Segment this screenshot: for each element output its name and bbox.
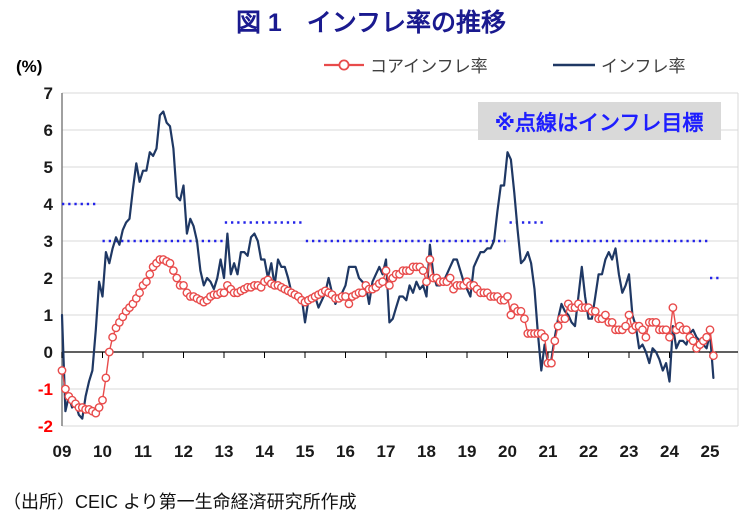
core-inflation-marker <box>553 321 563 331</box>
core-inflation-marker <box>607 317 617 327</box>
core-inflation-marker <box>705 325 715 335</box>
y-tick-label: 0 <box>44 343 53 362</box>
core-inflation-marker <box>624 310 634 320</box>
core-inflation-marker <box>709 351 718 361</box>
core-inflation-marker <box>378 277 387 287</box>
annotation-background <box>478 102 721 140</box>
legend-item-core: コアインフレ率 <box>324 57 488 76</box>
chart-title: 図 1 インフレ率の推移 <box>236 8 506 37</box>
source-note: （出所）CEIC より第一生命経済研究所作成 <box>3 492 357 512</box>
core-inflation-marker <box>357 288 367 298</box>
core-inflation-marker <box>560 314 570 324</box>
y-tick-label: 5 <box>44 158 53 177</box>
core-inflation-marker <box>381 266 391 275</box>
y-tick-label: 3 <box>44 232 53 251</box>
x-tick-label: 20 <box>498 442 517 461</box>
x-tick-label: 15 <box>296 442 315 461</box>
y-tick-label: 6 <box>44 121 53 140</box>
core-inflation-marker <box>516 306 526 316</box>
core-inflation-marker <box>425 255 435 264</box>
core-inflation-marker <box>135 288 145 298</box>
core-inflation-marker <box>104 347 114 357</box>
core-inflation-marker <box>621 321 630 331</box>
core-inflation-marker <box>590 306 600 316</box>
core-inflation-marker <box>445 273 455 283</box>
x-tick-label: 14 <box>255 442 274 461</box>
core-inflation-marker <box>384 280 394 290</box>
x-tick-label: 13 <box>215 442 234 461</box>
x-tick-label: 22 <box>579 442 598 461</box>
core-inflation-marker <box>141 277 151 287</box>
x-tick-label: 11 <box>134 442 152 461</box>
core-inflation-marker <box>165 258 175 268</box>
core-inflation-marker <box>418 266 428 275</box>
x-tick-label: 21 <box>539 442 558 461</box>
core-inflation-marker <box>520 314 529 324</box>
core-inflation-marker <box>57 366 67 375</box>
core-inflation-marker <box>101 373 111 383</box>
core-inflation-marker <box>601 310 610 320</box>
core-inflation-marker <box>172 273 182 283</box>
core-inflation-marker <box>506 310 516 320</box>
x-tick-label: 10 <box>93 442 112 461</box>
x-tick-label: 17 <box>377 442 396 461</box>
x-tick-label: 09 <box>53 442 72 461</box>
core-inflation-marker <box>422 277 431 287</box>
y-tick-label: 1 <box>44 306 53 325</box>
core-inflation-marker <box>168 266 178 275</box>
core-legend-label: コアインフレ率 <box>370 57 488 76</box>
core-inflation-marker <box>145 269 155 279</box>
core-inflation-marker <box>638 325 647 335</box>
core-inflation-marker <box>540 332 549 342</box>
core-inflation-marker <box>665 332 674 342</box>
y-tick-label: -2 <box>38 417 53 436</box>
core-inflation-marker <box>547 358 556 368</box>
y-tick-label: 7 <box>44 84 53 103</box>
core-inflation-marker <box>688 336 698 346</box>
core-inflation-marker <box>94 403 104 412</box>
legend-item-headline: インフレ率 <box>553 57 686 76</box>
core-inflation-marker <box>344 299 354 309</box>
headline-inflation-line <box>60 110 715 420</box>
y-tick-label: 4 <box>44 195 54 214</box>
core-inflation-marker <box>702 332 711 342</box>
x-tick-label: 18 <box>417 442 436 461</box>
legend: コアインフレ率 インフレ率 <box>324 57 686 76</box>
x-tick-label: 16 <box>336 442 355 461</box>
x-tick-label: 19 <box>458 442 477 461</box>
y-tick-label: 2 <box>44 269 53 288</box>
x-tick-label: 25 <box>701 442 720 461</box>
core-inflation-marker <box>98 395 107 405</box>
core-inflation-marker <box>503 292 512 301</box>
core-inflation-marker <box>641 332 651 342</box>
core-inflation-marker <box>661 325 671 335</box>
target-annotation: ※点線はインフレ目標 <box>478 102 721 140</box>
core-inflation-marker <box>651 317 661 327</box>
core-inflation-marker <box>550 336 560 346</box>
core-inflation-marker <box>61 384 70 394</box>
core-legend-marker-icon <box>338 59 350 71</box>
y-axis-unit-label: (%) <box>16 57 42 76</box>
core-inflation-marker <box>219 288 229 298</box>
core-inflation-marker <box>179 280 188 290</box>
y-tick-label: -1 <box>38 380 53 399</box>
x-tick-label: 24 <box>660 442 679 461</box>
core-inflation-marker <box>108 332 118 342</box>
core-inflation-marker <box>668 303 678 312</box>
annotation-label: ※点線はインフレ目標 <box>495 111 704 135</box>
headline-legend-label: インフレ率 <box>601 57 686 76</box>
core-inflation-marker <box>682 325 691 335</box>
x-tick-label: 12 <box>174 442 193 461</box>
x-tick-label: 23 <box>620 442 639 461</box>
